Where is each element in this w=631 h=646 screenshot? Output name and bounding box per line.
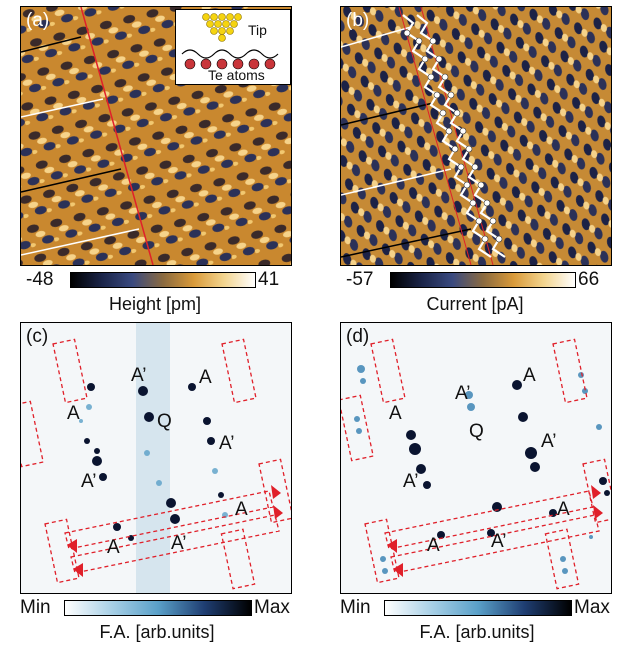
colorbar-min: -48 bbox=[26, 269, 54, 290]
panel-b-current: (b) bbox=[340, 6, 612, 266]
site-label: A bbox=[67, 403, 80, 424]
panel-label: (d) bbox=[346, 326, 370, 347]
panel-d-fourier-amplitude: (d) A’ Q A A A’ A’ A A A’ bbox=[340, 322, 612, 594]
colorbar-current: -57 66 Current [pA] bbox=[340, 268, 610, 316]
colorbar-height: -48 41 Height [pm] bbox=[20, 268, 290, 316]
site-label: Q bbox=[469, 421, 484, 442]
panel-label: (a) bbox=[26, 10, 50, 31]
site-label: A bbox=[557, 499, 570, 520]
colorbar-min: Min bbox=[20, 597, 51, 618]
colorbar-max: Max bbox=[254, 597, 290, 618]
site-label: A’ bbox=[455, 383, 471, 404]
colorbar-title: Current [pA] bbox=[426, 294, 524, 314]
colorbar-gradient bbox=[64, 600, 252, 616]
panel-label: (c) bbox=[26, 326, 49, 347]
colorbar-gradient bbox=[384, 600, 572, 616]
inset-atoms-label: Te atoms bbox=[208, 67, 265, 83]
site-label: A’ bbox=[131, 365, 147, 386]
panel-label: (b) bbox=[346, 10, 370, 31]
tip-atoms-inset: Tip Te atoms bbox=[175, 9, 291, 85]
fa-map-d bbox=[341, 338, 611, 590]
inset-tip-label: Tip bbox=[248, 22, 267, 38]
site-label: A bbox=[107, 537, 120, 558]
site-label: A bbox=[389, 403, 402, 424]
site-label: A bbox=[523, 365, 536, 386]
colorbar-title: F.A. [arb.units] bbox=[419, 622, 535, 642]
colorbar-min: Min bbox=[340, 597, 371, 618]
site-label: A’ bbox=[403, 471, 419, 492]
site-label: A bbox=[199, 367, 212, 388]
panel-c-fourier-amplitude: (c) A’ Q A A A’ A’ A A A’ bbox=[20, 322, 292, 594]
colorbar-title: Height [pm] bbox=[108, 294, 202, 314]
colorbar-max: 41 bbox=[258, 269, 280, 290]
panel-a-topography: (a) Tip Te atoms bbox=[20, 6, 292, 266]
site-label: A bbox=[235, 499, 248, 520]
colorbar-fa-d: Min Max F.A. [arb.units] bbox=[340, 596, 620, 644]
current-image bbox=[341, 7, 611, 265]
site-label: A’ bbox=[171, 533, 187, 554]
fa-map-c bbox=[21, 323, 291, 593]
site-label: Q bbox=[157, 411, 172, 432]
site-label: A bbox=[427, 535, 440, 556]
colorbar-gradient bbox=[390, 272, 576, 288]
site-label: A’ bbox=[541, 431, 557, 452]
tip-schematic-icon bbox=[181, 13, 279, 70]
site-label: A’ bbox=[219, 433, 235, 454]
colorbar-fa-c: Min Max F.A. [arb.units] bbox=[20, 596, 300, 644]
colorbar-max: 66 bbox=[578, 269, 600, 290]
site-label: A’ bbox=[491, 531, 507, 552]
site-label: A’ bbox=[81, 471, 97, 492]
colorbar-gradient bbox=[70, 272, 256, 288]
colorbar-min: -57 bbox=[346, 269, 374, 290]
colorbar-max: Max bbox=[574, 597, 610, 618]
colorbar-title: F.A. [arb.units] bbox=[99, 622, 215, 642]
